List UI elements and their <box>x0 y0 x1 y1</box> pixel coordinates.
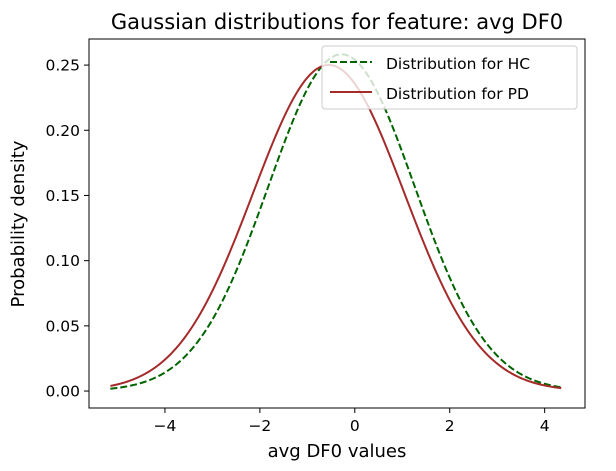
x-axis-ticks: −4 −2 0 2 4 <box>154 408 550 435</box>
x-tick-label: 0 <box>350 417 360 435</box>
x-tick-label: −2 <box>248 417 271 435</box>
series-line-1 <box>110 63 562 390</box>
chart-title: Gaussian distributions for feature: avg … <box>111 10 563 34</box>
x-tick-label: −4 <box>154 417 177 435</box>
legend-label-hc: Distribution for HC <box>386 55 530 73</box>
y-tick-label: 0.00 <box>45 383 80 401</box>
y-axis-label: Probability density <box>8 140 29 307</box>
y-tick-label: 0.20 <box>45 122 80 140</box>
legend: Distribution for HC Distribution for PD <box>321 45 578 110</box>
y-axis-ticks: 0.00 0.05 0.10 0.15 0.20 0.25 <box>45 57 89 401</box>
y-tick-label: 0.05 <box>45 317 80 335</box>
y-tick-label: 0.25 <box>45 57 80 75</box>
x-tick-label: 2 <box>445 417 455 435</box>
legend-box <box>321 45 578 110</box>
plot-frame <box>88 38 586 409</box>
legend-label-pd: Distribution for PD <box>386 85 529 103</box>
y-tick-label: 0.10 <box>45 252 80 270</box>
x-tick-label: 4 <box>540 417 550 435</box>
y-tick-label: 0.15 <box>45 187 80 205</box>
x-axis-label: avg DF0 values <box>268 441 407 462</box>
